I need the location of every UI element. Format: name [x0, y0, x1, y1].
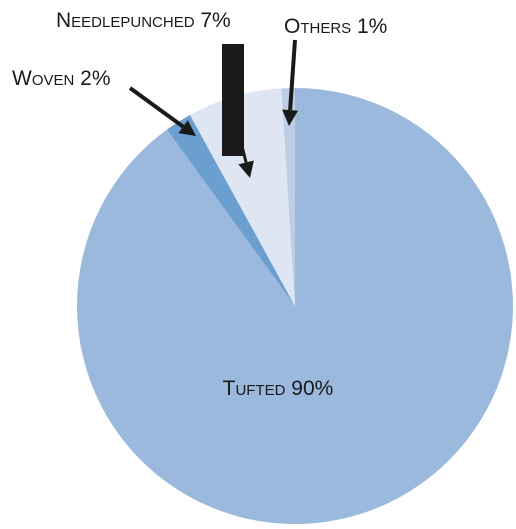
arrow-others-shaft	[288, 39, 297, 111]
pie-slice-tufted	[76, 88, 513, 524]
arrow-woven-head	[178, 120, 196, 136]
slice-label-tufted: Tufted 90%	[223, 377, 334, 400]
arrow-needlepunched-shaft	[236, 129, 248, 163]
arrow-woven-shaft	[128, 86, 185, 129]
arrow-needlepunched-bar	[222, 44, 244, 156]
pie-slices	[76, 88, 513, 524]
pie-slice-others	[281, 88, 295, 306]
pie-slice-needlepunched	[189, 88, 295, 307]
slice-label-woven: Woven 2%	[12, 67, 111, 90]
arrow-others-head	[282, 109, 299, 126]
pie-slice-woven	[166, 114, 295, 306]
callout-arrows	[128, 39, 299, 178]
arrow-needlepunched-head	[238, 160, 254, 178]
slice-label-others: Others 1%	[284, 15, 387, 38]
slice-label-needlepunched: Needlepunched 7%	[56, 9, 231, 32]
